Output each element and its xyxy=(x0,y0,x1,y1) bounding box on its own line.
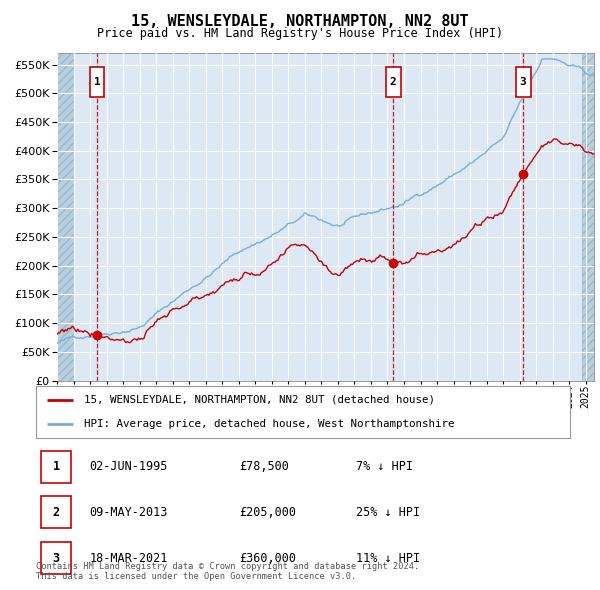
Bar xyxy=(41,451,71,483)
Text: 2: 2 xyxy=(52,506,59,519)
Bar xyxy=(41,542,71,574)
Text: 7% ↓ HPI: 7% ↓ HPI xyxy=(356,460,413,473)
Bar xyxy=(57,53,74,381)
Bar xyxy=(581,53,594,381)
Text: 15, WENSLEYDALE, NORTHAMPTON, NN2 8UT: 15, WENSLEYDALE, NORTHAMPTON, NN2 8UT xyxy=(131,14,469,29)
Text: £205,000: £205,000 xyxy=(239,506,296,519)
Bar xyxy=(41,496,71,528)
Text: Contains HM Land Registry data © Crown copyright and database right 2024.: Contains HM Land Registry data © Crown c… xyxy=(36,562,419,571)
Text: 2: 2 xyxy=(390,77,397,87)
Text: £360,000: £360,000 xyxy=(239,552,296,565)
Bar xyxy=(515,67,530,97)
Text: £78,500: £78,500 xyxy=(239,460,289,473)
Text: 3: 3 xyxy=(52,552,59,565)
Bar xyxy=(386,67,401,97)
Text: Price paid vs. HM Land Registry's House Price Index (HPI): Price paid vs. HM Land Registry's House … xyxy=(97,27,503,40)
Text: 25% ↓ HPI: 25% ↓ HPI xyxy=(356,506,421,519)
Text: 1: 1 xyxy=(52,460,59,473)
Text: This data is licensed under the Open Government Licence v3.0.: This data is licensed under the Open Gov… xyxy=(36,572,356,581)
Text: 09-MAY-2013: 09-MAY-2013 xyxy=(89,506,168,519)
Text: 02-JUN-1995: 02-JUN-1995 xyxy=(89,460,168,473)
Text: 1: 1 xyxy=(94,77,100,87)
Text: 11% ↓ HPI: 11% ↓ HPI xyxy=(356,552,421,565)
Text: 15, WENSLEYDALE, NORTHAMPTON, NN2 8UT (detached house): 15, WENSLEYDALE, NORTHAMPTON, NN2 8UT (d… xyxy=(84,395,435,405)
Bar xyxy=(89,67,104,97)
Text: 3: 3 xyxy=(520,77,526,87)
Text: 18-MAR-2021: 18-MAR-2021 xyxy=(89,552,168,565)
Text: HPI: Average price, detached house, West Northamptonshire: HPI: Average price, detached house, West… xyxy=(84,419,455,429)
